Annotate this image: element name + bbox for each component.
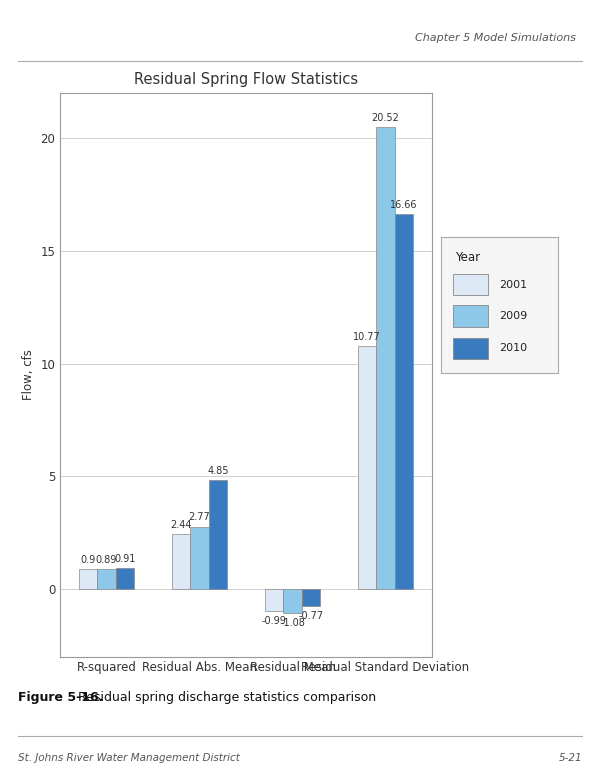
Bar <box>172 534 190 589</box>
Text: -0.77: -0.77 <box>299 611 323 622</box>
Text: 5-21: 5-21 <box>559 754 582 763</box>
Text: 0.9: 0.9 <box>80 555 95 565</box>
Text: 4.85: 4.85 <box>208 465 229 476</box>
Text: -1.08: -1.08 <box>280 618 305 629</box>
Text: Year: Year <box>455 250 480 263</box>
Text: Chapter 5 Model Simulations: Chapter 5 Model Simulations <box>415 33 576 44</box>
Text: -0.99: -0.99 <box>262 616 286 626</box>
Text: 2001: 2001 <box>499 280 527 290</box>
Bar <box>283 589 302 613</box>
Text: St. Johns River Water Management District: St. Johns River Water Management Distric… <box>18 754 240 763</box>
Text: Figure 5-16.: Figure 5-16. <box>18 691 103 704</box>
Bar <box>376 127 395 589</box>
Text: 10.77: 10.77 <box>353 333 381 342</box>
Bar <box>358 347 376 589</box>
Text: 2.44: 2.44 <box>170 520 191 530</box>
Text: 2010: 2010 <box>499 343 527 354</box>
Bar <box>302 589 320 606</box>
Bar <box>79 569 97 589</box>
Text: 16.66: 16.66 <box>391 200 418 210</box>
Text: 2009: 2009 <box>499 311 528 321</box>
Bar <box>209 479 227 589</box>
Bar <box>116 569 134 589</box>
Bar <box>265 589 283 611</box>
Bar <box>453 305 488 326</box>
Bar <box>453 337 488 359</box>
Bar <box>453 274 488 295</box>
Y-axis label: Flow, cfs: Flow, cfs <box>22 350 35 400</box>
Bar <box>97 569 116 589</box>
Text: 0.91: 0.91 <box>115 555 136 564</box>
Text: 0.89: 0.89 <box>96 555 117 565</box>
Text: 2.77: 2.77 <box>188 513 211 522</box>
Title: Residual Spring Flow Statistics: Residual Spring Flow Statistics <box>134 71 358 86</box>
Bar <box>190 527 209 589</box>
Text: Residual spring discharge statistics comparison: Residual spring discharge statistics com… <box>78 691 376 704</box>
Text: 20.52: 20.52 <box>371 113 400 123</box>
Bar <box>395 214 413 589</box>
